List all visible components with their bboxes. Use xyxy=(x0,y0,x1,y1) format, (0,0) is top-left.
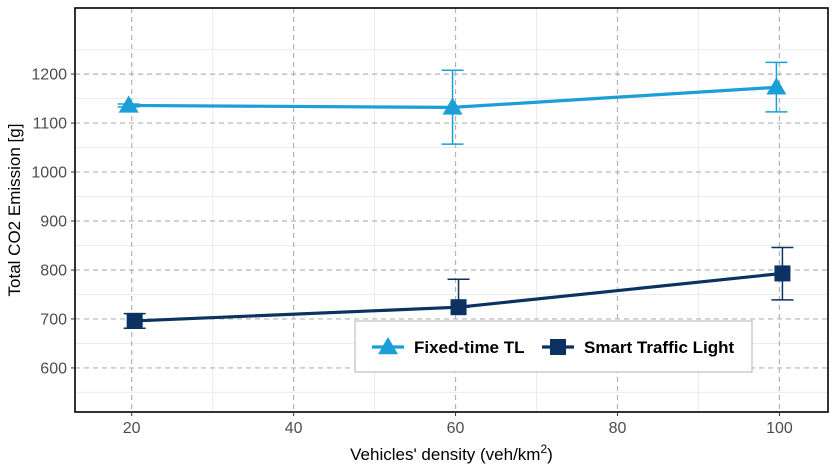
legend-key-marker xyxy=(550,339,566,355)
y-tick-label: 800 xyxy=(40,262,67,279)
data-point xyxy=(766,77,787,95)
y-tick-label: 1000 xyxy=(31,165,67,182)
legend-label: Smart Traffic Light xyxy=(584,338,735,357)
series-layer xyxy=(117,61,794,330)
data-point xyxy=(442,97,463,115)
x-tick-label: 20 xyxy=(123,420,141,437)
x-axis-title-suffix: ) xyxy=(547,445,553,464)
plot-frame xyxy=(74,7,829,413)
x-tick-label: 60 xyxy=(447,420,465,437)
y-axis-title: Total CO2 Emission [g] xyxy=(5,124,24,297)
data-point xyxy=(450,299,467,316)
series-smart-traffic-light xyxy=(123,246,794,330)
y-tick-label: 700 xyxy=(40,311,67,328)
tick-layer: 20 40 60 80 100 600 700 800 900 1000 1100 1200 xyxy=(31,67,792,437)
data-point xyxy=(126,312,143,329)
y-tick-label: 1200 xyxy=(31,67,67,84)
legend-key-marker xyxy=(378,337,398,355)
x-tick-label: 100 xyxy=(766,420,793,437)
y-tick-label: 1100 xyxy=(33,116,68,133)
x-tick-label: 80 xyxy=(609,420,627,437)
x-axis-title-superscript: 2 xyxy=(540,442,547,456)
series-fixed-time-tl xyxy=(117,61,788,145)
x-axis-title: Vehicles' density (veh/km2) xyxy=(350,442,553,464)
legend-label: Fixed-time TL xyxy=(414,338,525,357)
y-tick-label: 900 xyxy=(40,214,67,231)
data-point xyxy=(774,265,791,282)
legend: Fixed-time TL Smart Traffic Light xyxy=(354,320,753,373)
x-tick-label: 40 xyxy=(285,420,303,437)
data-point xyxy=(118,95,139,113)
y-tick-label: 600 xyxy=(40,360,67,377)
